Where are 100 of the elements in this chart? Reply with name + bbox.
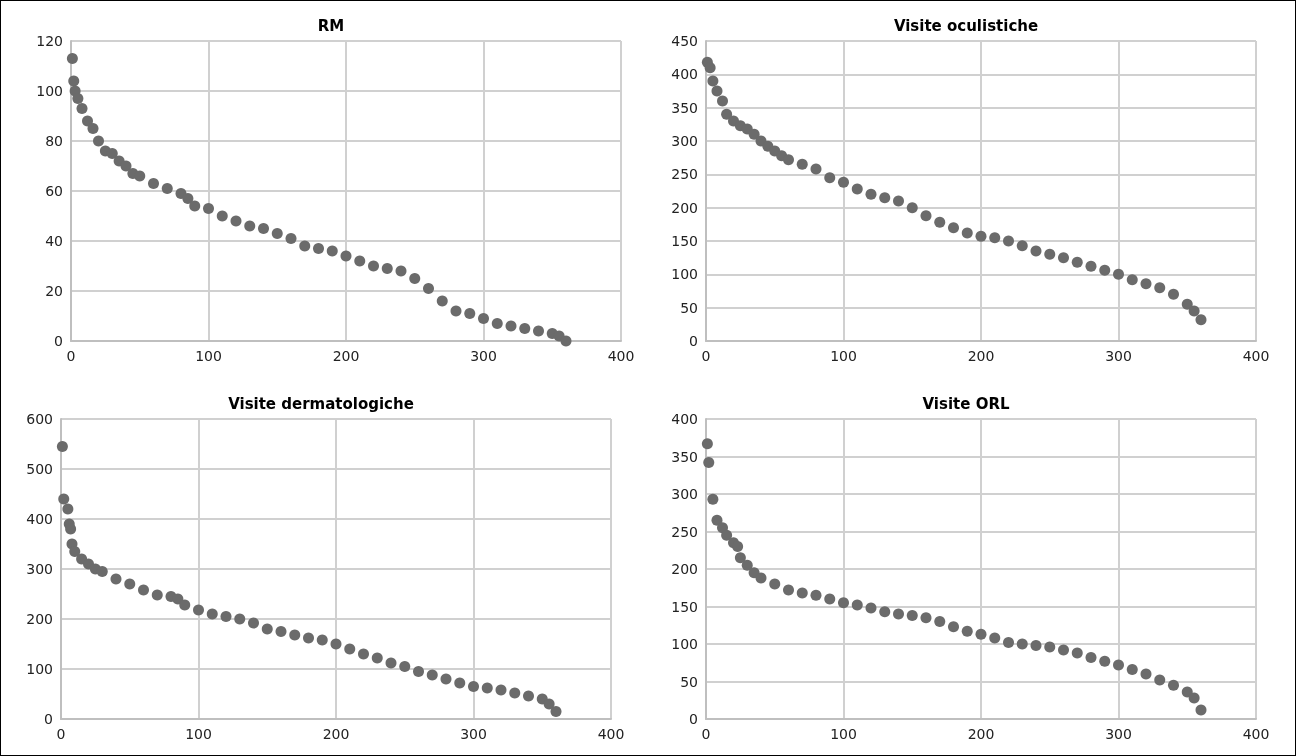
chart-title: RM <box>317 16 345 35</box>
y-tick-label: 400 <box>671 411 698 427</box>
x-tick-label: 400 <box>607 348 635 364</box>
point <box>189 200 201 212</box>
point <box>124 578 136 590</box>
point <box>134 170 146 182</box>
y-tick-label: 200 <box>671 199 698 216</box>
x-tick-label: 400 <box>597 726 625 742</box>
chart-title: Visite oculistiche <box>893 16 1039 35</box>
point <box>1099 264 1111 276</box>
point <box>151 589 163 601</box>
y-tick-label: 0 <box>54 333 63 349</box>
point <box>1188 305 1200 317</box>
point <box>56 441 68 452</box>
y-tick-label: 50 <box>680 299 698 316</box>
point <box>1113 268 1124 280</box>
x-tick-label: 400 <box>1242 348 1270 364</box>
y-tick-label: 500 <box>26 461 53 477</box>
point <box>395 265 407 277</box>
point <box>851 183 863 195</box>
point <box>381 263 393 274</box>
x-tick-label: 100 <box>830 726 857 742</box>
point <box>206 608 218 620</box>
y-tick-label: 80 <box>45 133 63 149</box>
point <box>358 648 369 660</box>
point <box>261 623 273 635</box>
y-tick-label: 0 <box>689 711 698 727</box>
point <box>824 172 836 184</box>
point <box>810 589 822 601</box>
point <box>244 220 256 232</box>
point <box>93 135 104 147</box>
point <box>701 438 713 450</box>
point <box>717 95 728 107</box>
point <box>1058 644 1069 656</box>
point <box>783 584 794 596</box>
point <box>1126 664 1138 675</box>
point <box>58 493 70 505</box>
point <box>543 698 555 710</box>
point <box>920 612 932 624</box>
point <box>468 681 479 692</box>
point <box>120 160 132 172</box>
x-tick-label: 400 <box>1242 726 1270 742</box>
point <box>1016 638 1028 650</box>
point <box>230 215 242 227</box>
point <box>409 273 421 284</box>
point <box>440 673 452 685</box>
point <box>711 85 723 97</box>
point <box>326 245 338 257</box>
point <box>96 566 108 577</box>
point <box>732 541 744 552</box>
point <box>703 457 715 468</box>
point <box>1044 248 1056 260</box>
point <box>193 604 204 616</box>
point <box>285 233 297 244</box>
point <box>920 210 932 222</box>
point <box>303 632 314 644</box>
y-tick-label: 300 <box>671 133 698 149</box>
point <box>893 608 904 620</box>
y-tick-label: 250 <box>671 523 698 540</box>
x-tick-label: 300 <box>1105 726 1132 742</box>
point <box>82 115 93 127</box>
y-tick-label: 150 <box>671 233 698 249</box>
point <box>1140 668 1152 680</box>
chart-title: Visite dermatologiche <box>228 394 414 413</box>
y-tick-label: 100 <box>671 636 698 652</box>
x-tick-label: 100 <box>195 348 222 364</box>
point <box>1085 652 1097 663</box>
point <box>1003 637 1014 648</box>
x-tick-label: 200 <box>322 726 350 742</box>
point <box>1058 252 1069 264</box>
point <box>450 305 462 317</box>
point <box>505 320 517 332</box>
point <box>454 677 466 689</box>
point <box>796 158 808 170</box>
x-tick-label: 0 <box>701 726 711 742</box>
point <box>289 629 301 641</box>
point <box>711 514 723 526</box>
point <box>519 323 531 334</box>
point <box>1195 314 1207 326</box>
y-tick-label: 100 <box>671 266 698 283</box>
point <box>1030 245 1042 257</box>
point <box>550 706 562 717</box>
y-tick-label: 400 <box>671 66 698 83</box>
point <box>721 108 733 120</box>
x-tick-label: 100 <box>830 348 857 364</box>
point <box>385 657 397 669</box>
point <box>161 183 173 194</box>
point <box>413 666 424 677</box>
y-tick-label: 200 <box>26 611 53 627</box>
y-tick-label: 400 <box>26 511 53 527</box>
point <box>66 53 78 64</box>
y-tick-label: 450 <box>671 33 698 49</box>
point <box>248 617 259 629</box>
point <box>879 606 891 618</box>
y-tick-label: 60 <box>45 183 63 199</box>
y-tick-label: 350 <box>671 448 698 465</box>
y-tick-label: 100 <box>26 661 53 677</box>
point <box>216 210 228 222</box>
point <box>893 195 904 207</box>
point <box>1154 674 1166 686</box>
